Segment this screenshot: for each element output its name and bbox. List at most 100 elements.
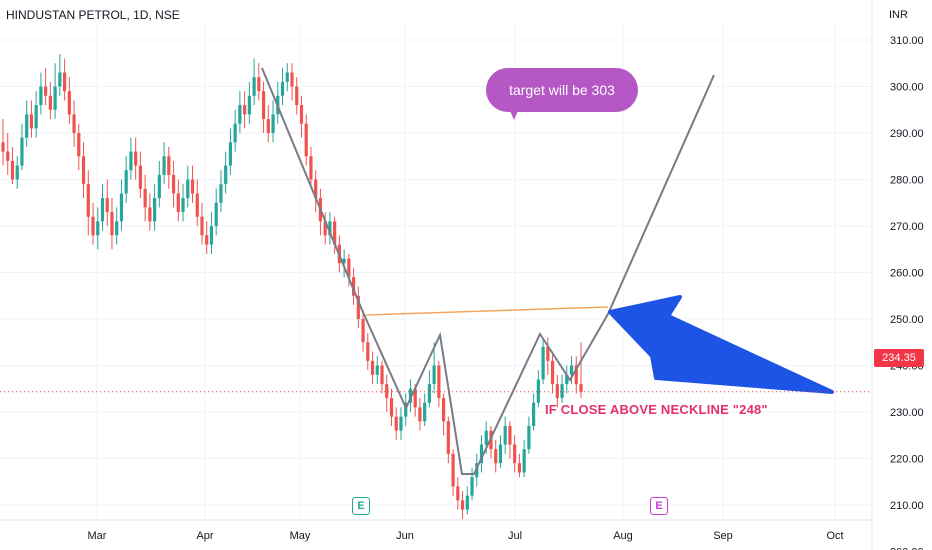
candle-body <box>550 360 555 385</box>
candle-up <box>536 370 540 408</box>
candle-down <box>380 360 384 394</box>
candle-body <box>418 407 422 422</box>
candle-body <box>446 421 450 454</box>
x-tick-label: Jul <box>508 530 522 542</box>
candle-body <box>124 170 128 194</box>
candle-up <box>527 416 531 454</box>
candle-body <box>351 277 356 296</box>
x-tick-label: Aug <box>613 530 633 542</box>
candle-body <box>257 77 261 92</box>
candle-body <box>138 165 142 189</box>
candle-up <box>224 151 228 194</box>
candle-up <box>228 128 233 175</box>
earnings-marker-may[interactable]: E <box>352 497 370 515</box>
candle-body <box>34 105 38 129</box>
candle-up <box>271 100 275 143</box>
candle-body <box>442 398 446 422</box>
candle-body <box>579 384 583 392</box>
candle-down <box>356 286 360 329</box>
candle-body <box>375 365 379 375</box>
candle-body <box>15 165 19 180</box>
candle-down <box>385 374 389 412</box>
candle-body <box>243 105 247 115</box>
candle-body <box>479 444 484 464</box>
candle-down <box>77 123 81 171</box>
symbol-title: HINDUSTAN PETROL, 1D, NSE <box>6 8 180 22</box>
candle-body <box>494 449 498 464</box>
candle-down <box>143 174 147 222</box>
candle-down <box>138 151 142 199</box>
candle-down <box>323 212 327 245</box>
candle-body <box>129 151 133 171</box>
candle-up <box>124 156 128 203</box>
candle-down <box>190 165 195 203</box>
target-callout-tail <box>508 106 520 120</box>
candle-up <box>342 249 346 278</box>
grid-layer <box>0 25 872 520</box>
candle-body <box>314 179 318 199</box>
candle-body <box>209 226 214 245</box>
candle-body <box>271 114 275 133</box>
blue-arrow <box>608 295 834 394</box>
candle-body <box>361 319 365 343</box>
earnings-marker-aug[interactable]: E <box>650 497 668 515</box>
candle-body <box>498 444 503 464</box>
candle-down <box>304 114 308 166</box>
candle-up <box>214 188 218 236</box>
candle-down <box>10 146 15 185</box>
candle-body <box>423 402 427 422</box>
candle-body <box>20 137 24 166</box>
target-callout[interactable]: target will be 303 <box>486 68 638 112</box>
candle-up <box>375 356 379 385</box>
candle-body <box>565 374 569 385</box>
candle-down <box>62 58 67 101</box>
candle-down <box>370 351 375 385</box>
candle-body <box>328 221 332 236</box>
candle-down <box>494 439 498 473</box>
candle-body <box>205 235 209 245</box>
candle-down <box>361 309 365 352</box>
candle-up <box>427 370 431 408</box>
candle-body <box>532 402 536 426</box>
candle-body <box>560 384 564 399</box>
candle-down <box>546 337 550 375</box>
candle-body <box>214 202 218 226</box>
candle-body <box>171 174 176 194</box>
candle-body <box>333 221 337 245</box>
candle-body <box>366 342 370 361</box>
candle-body <box>356 295 360 319</box>
candle-body <box>546 346 550 361</box>
neckline-note[interactable]: IF CLOSE ABOVE NECKLINE "248" <box>545 402 768 417</box>
candle-up <box>58 53 62 96</box>
candle-body <box>48 95 52 110</box>
candle-body <box>555 384 559 399</box>
y-tick-label: 260.00 <box>890 268 924 280</box>
candle-down <box>333 216 337 254</box>
candle-up <box>100 184 105 231</box>
candle-body <box>153 198 157 222</box>
candle-layer <box>1 53 583 519</box>
candle-body <box>195 193 199 217</box>
candle-body <box>252 77 256 96</box>
candle-down <box>366 332 370 371</box>
candle-body <box>238 105 242 124</box>
candle-body <box>508 425 512 445</box>
candle-body <box>110 212 114 236</box>
candle-body <box>299 105 304 124</box>
candle-body <box>143 188 147 208</box>
candle-up <box>408 379 413 412</box>
candle-body <box>513 444 517 464</box>
candle-down <box>195 179 199 226</box>
candle-up <box>238 91 242 133</box>
candle-up <box>15 156 19 189</box>
candle-down <box>394 407 398 440</box>
neckline <box>365 306 609 316</box>
candle-down <box>171 160 176 208</box>
candle-down <box>456 477 460 510</box>
y-tick-label: 280.00 <box>890 175 924 187</box>
candle-up <box>252 58 256 106</box>
x-tick-label: Mar <box>88 530 107 542</box>
candle-up <box>233 109 237 152</box>
